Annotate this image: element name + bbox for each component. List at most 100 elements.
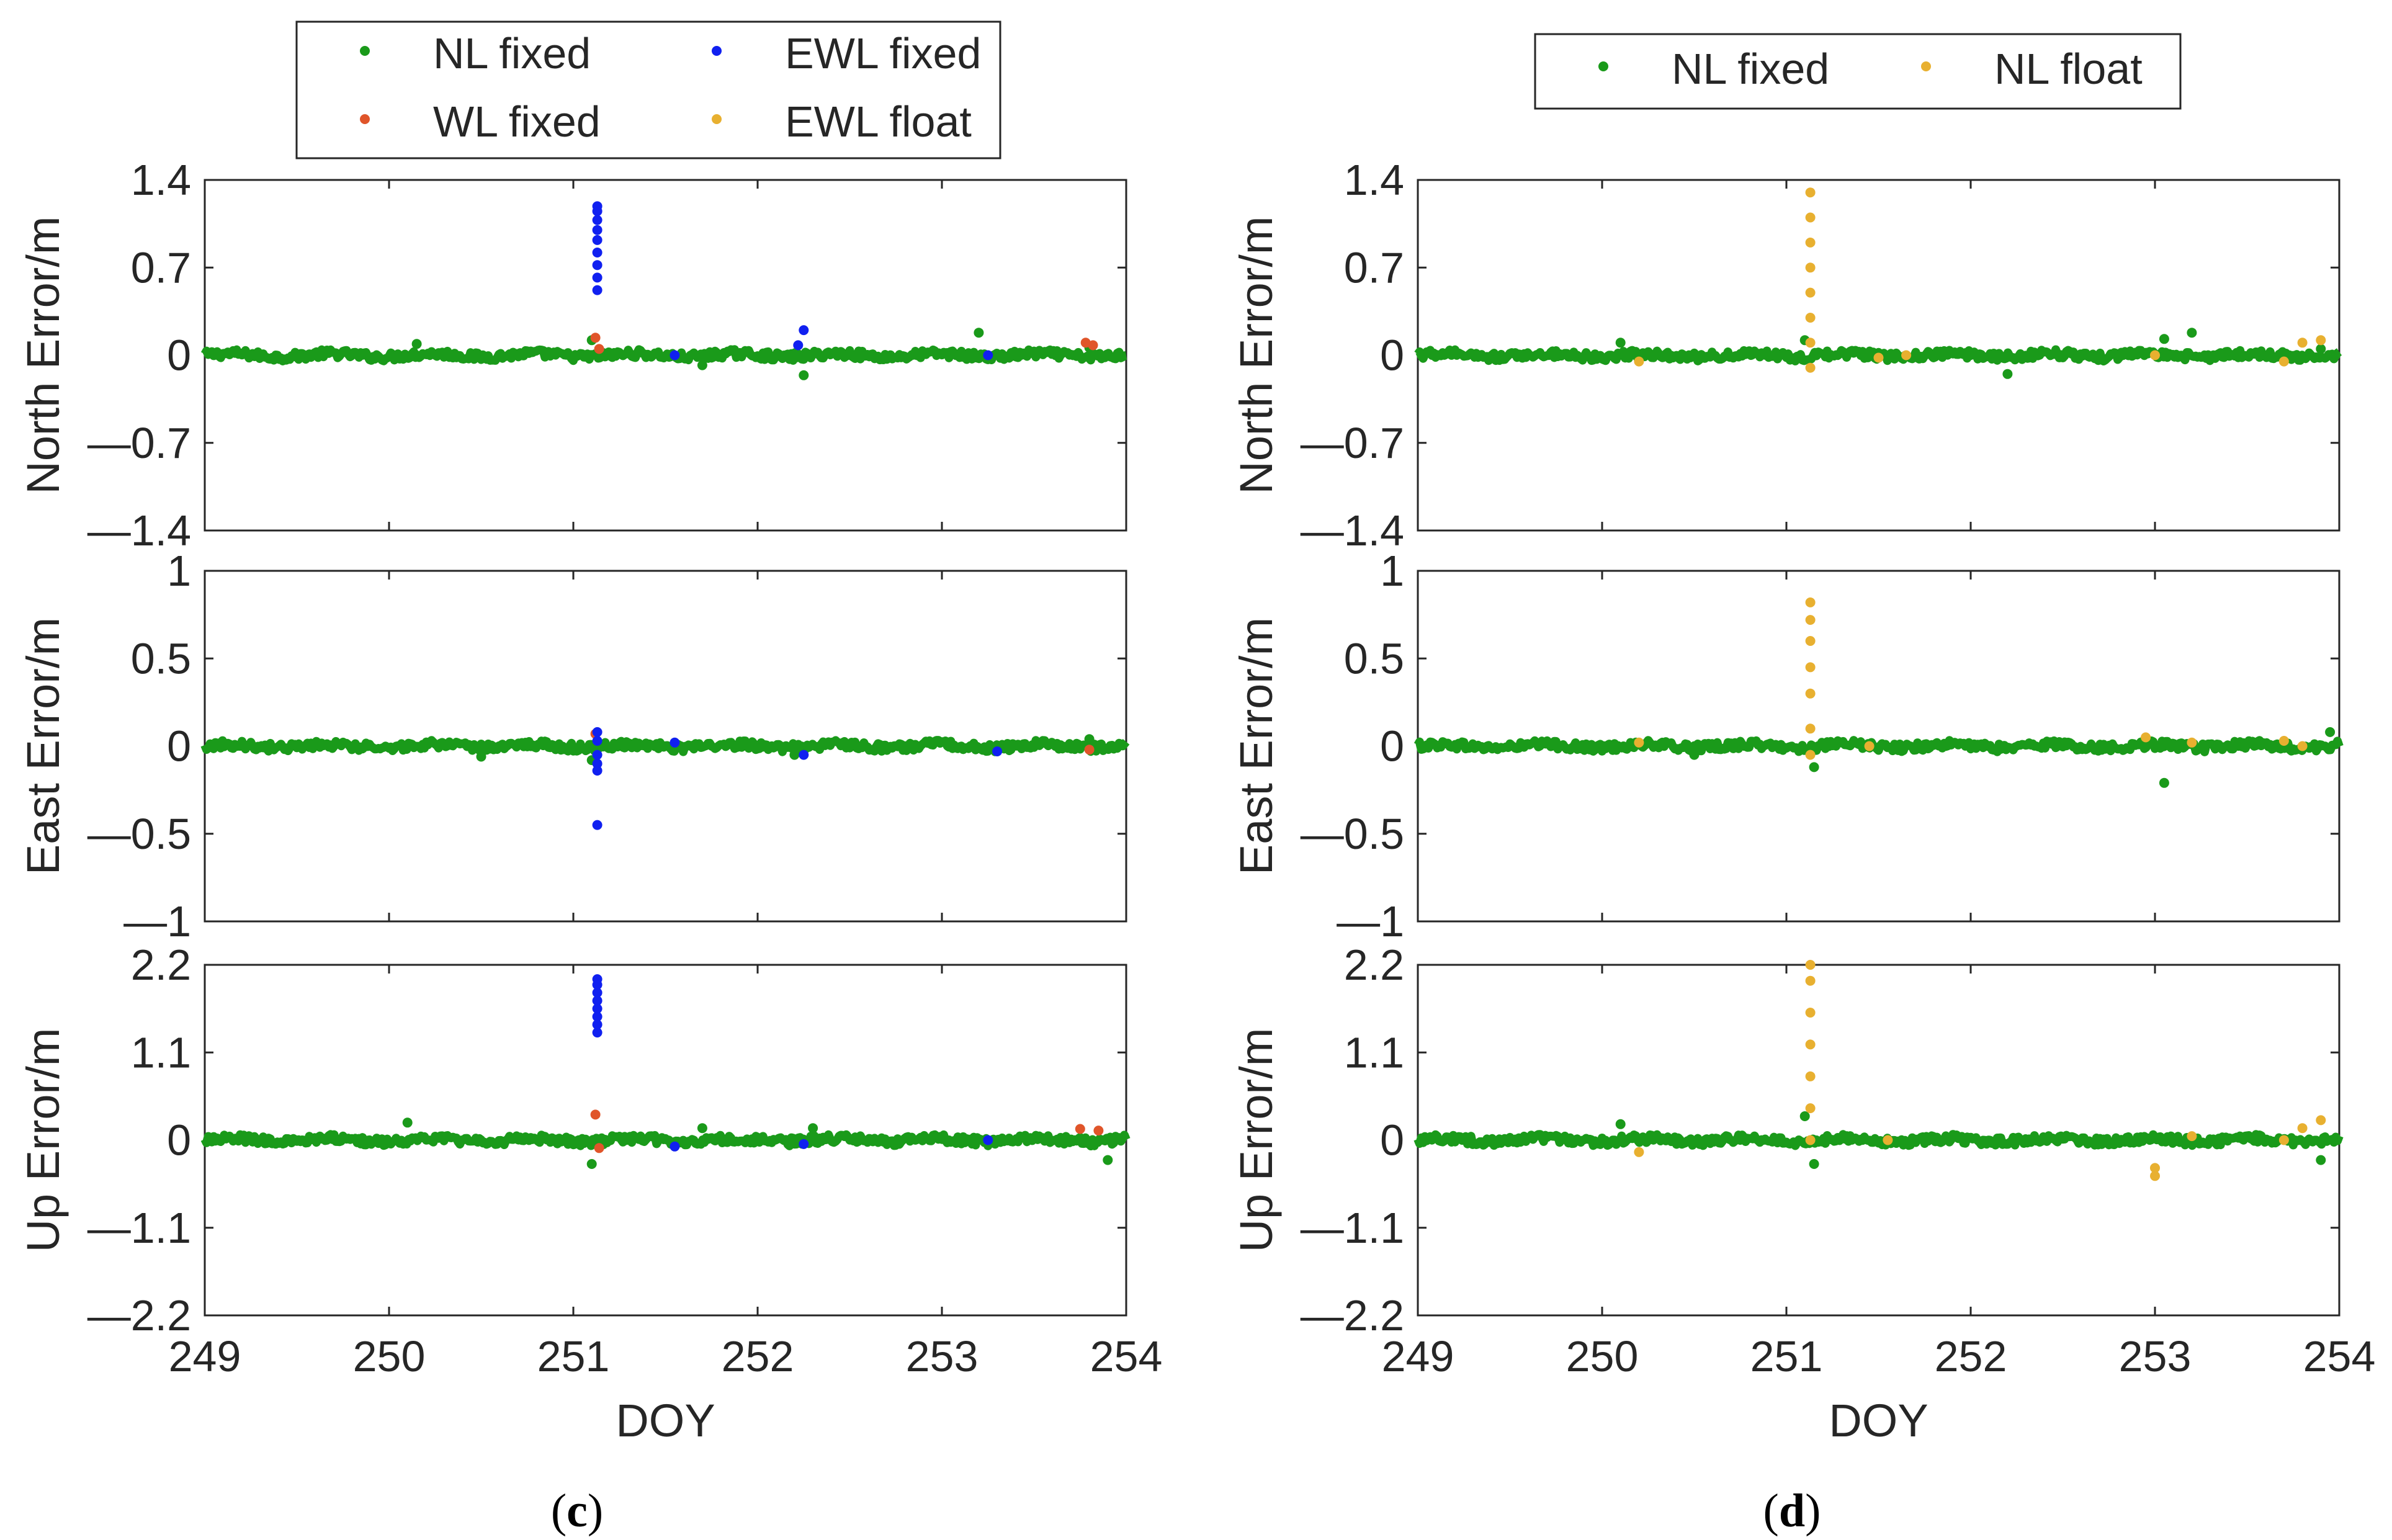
- y-axis-label: North Error/m: [1230, 216, 1282, 494]
- data-point: [670, 1141, 680, 1152]
- data-point: [2002, 369, 2013, 379]
- data-point: [983, 350, 993, 360]
- data-point: [1901, 350, 1912, 360]
- x-tick-label: 250: [1566, 1332, 1639, 1381]
- data-point: [2141, 732, 2151, 743]
- y-tick-label: —2.2: [1301, 1291, 1404, 1340]
- data-point: [592, 235, 602, 245]
- chart-d: 1.4 0.7 0 —0.7 —1.4 North Error/m 1 0.5 0 —0.5 —1 E…: [1230, 33, 2375, 1537]
- x-tick-label: 254: [2303, 1332, 2376, 1381]
- legend-item: NL fixed: [1598, 45, 1829, 93]
- nl-fixed-band: [200, 1130, 1131, 1150]
- data-point: [799, 325, 809, 336]
- data-point: [808, 1123, 818, 1134]
- data-point: [1805, 1039, 1816, 1050]
- data-point: [2297, 1123, 2308, 1134]
- data-point: [1809, 1159, 1819, 1169]
- y-tick-label: —1.1: [1301, 1204, 1404, 1252]
- legend-item: NL fixed: [360, 29, 591, 78]
- legend-c: NL fixed WL fixed EWL fixed EWL float: [295, 20, 1001, 159]
- data-point: [1799, 1111, 1810, 1121]
- data-point: [1084, 745, 1095, 755]
- series-nl-float: [1634, 597, 2308, 760]
- legend-box: [295, 20, 1001, 159]
- legend-marker: [360, 114, 370, 124]
- data-point: [2150, 1163, 2160, 1173]
- data-point: [1805, 362, 1816, 373]
- y-tick-label: 0: [167, 331, 191, 380]
- legend-marker: [1598, 61, 1608, 71]
- data-point: [2159, 334, 2169, 344]
- data-point: [1805, 212, 1816, 223]
- data-point: [1864, 741, 1875, 751]
- legend-box: [1534, 33, 2182, 110]
- caption-letter: d: [1779, 1485, 1805, 1537]
- y-tick-label: —1.4: [1301, 506, 1404, 555]
- data-point: [697, 360, 707, 370]
- data-point: [799, 370, 809, 380]
- data-point: [1805, 187, 1816, 198]
- series-wl-fixed: [590, 1109, 1104, 1153]
- nl-fixed-band: [200, 345, 1129, 365]
- legend-label: NL float: [1994, 45, 2143, 93]
- x-tick-label: 252: [722, 1332, 794, 1381]
- data-point: [789, 750, 800, 760]
- legend-item: WL fixed: [360, 97, 601, 146]
- y-tick-label: —2.2: [87, 1291, 191, 1340]
- data-point: [2187, 328, 2197, 338]
- y-tick-label: 1: [1380, 547, 1404, 595]
- legend-label: EWL fixed: [785, 29, 981, 78]
- legend-item: EWL float: [712, 97, 972, 146]
- caption-close-paren: ): [588, 1485, 603, 1537]
- figure-caption: (d): [1763, 1485, 1821, 1537]
- data-point: [2297, 338, 2308, 348]
- legend-marker: [1921, 61, 1931, 71]
- data-point: [1093, 1126, 1104, 1136]
- data-point: [697, 1123, 707, 1134]
- data-point: [592, 285, 602, 295]
- data-point: [592, 750, 602, 760]
- data-point: [1805, 338, 1816, 348]
- data-point: [1873, 352, 1884, 363]
- x-tick-label: 250: [353, 1332, 426, 1381]
- data-point: [2150, 350, 2160, 360]
- data-point: [592, 1003, 602, 1014]
- data-point: [2278, 1135, 2289, 1145]
- data-point: [2316, 344, 2326, 354]
- nl-fixed-band: [1413, 736, 2344, 756]
- series-nl-float: [1634, 960, 2326, 1181]
- series-ewl-fixed: [592, 727, 1003, 830]
- legend-label: NL fixed: [1672, 45, 1829, 93]
- x-tick-label: 249: [169, 1332, 241, 1381]
- data-point: [402, 1117, 413, 1128]
- y-tick-label: 0.5: [131, 634, 191, 683]
- y-axis-label: Up Error/m: [1230, 1028, 1282, 1253]
- data-point: [2159, 777, 2169, 788]
- data-point: [592, 758, 602, 769]
- legend-item: NL float: [1921, 45, 2143, 93]
- data-point: [592, 272, 602, 283]
- y-axis-label: East Error/m: [17, 617, 69, 875]
- legend-label: WL fixed: [433, 97, 601, 146]
- x-tick-label: 251: [1750, 1332, 1823, 1381]
- data-point: [592, 225, 602, 235]
- legend-label: EWL float: [785, 97, 972, 146]
- panel-c-1: 1.4 0.7 0 —0.7 —1.4 North Error/m: [17, 156, 1129, 555]
- data-point: [2316, 1155, 2326, 1165]
- series-nl-fixed: [1615, 1111, 2326, 1169]
- legend-item: EWL fixed: [712, 29, 981, 78]
- data-point: [590, 333, 601, 343]
- data-point: [1634, 737, 1644, 748]
- series-ewl-fixed: [592, 201, 993, 360]
- data-point: [1634, 1147, 1644, 1157]
- y-axis-label: North Error/m: [17, 216, 69, 494]
- x-tick-label: 254: [1090, 1332, 1163, 1381]
- data-point: [594, 344, 604, 354]
- data-point: [592, 766, 602, 776]
- y-tick-label: 0: [1380, 1116, 1404, 1165]
- legend-d: NL fixed NL float: [1534, 33, 2182, 110]
- chart-c: 1.4 0.7 0 —0.7 —1.4 North Error/m 1 0.5 0 —0.5 —1 E…: [17, 20, 1163, 1537]
- data-point: [592, 1027, 602, 1038]
- data-point: [1805, 615, 1816, 625]
